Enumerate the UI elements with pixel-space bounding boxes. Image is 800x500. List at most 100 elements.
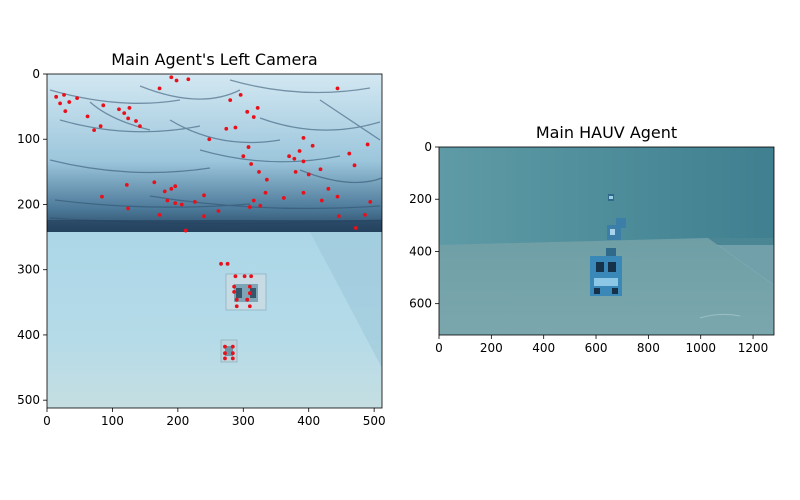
- left-axes-frame: [46, 73, 383, 409]
- feature-point: [247, 291, 252, 296]
- left-camera-image: [47, 74, 382, 408]
- feature-point: [233, 125, 238, 130]
- y-tick-label: 0: [424, 140, 432, 154]
- feature-point: [245, 297, 250, 302]
- x-tick-label: 1000: [685, 341, 716, 355]
- x-tick-label: 400: [297, 414, 320, 428]
- x-tick-label: 200: [166, 414, 189, 428]
- x-tick-label: 800: [637, 341, 660, 355]
- x-tick-label: 0: [435, 341, 443, 355]
- feature-point: [234, 297, 239, 302]
- feature-point: [232, 289, 237, 294]
- feature-point: [183, 228, 188, 233]
- feature-point: [249, 274, 254, 279]
- feature-point: [98, 124, 103, 129]
- feature-point: [293, 169, 298, 174]
- feature-point: [292, 156, 297, 161]
- left-floor-shade: [310, 232, 382, 368]
- left-feature-points: [54, 75, 373, 361]
- left-axes: Main Agent's Left Camera: [17, 50, 386, 428]
- feature-point: [281, 196, 286, 200]
- feature-point: [124, 182, 129, 187]
- feature-point: [301, 190, 306, 195]
- feature-point: [301, 136, 306, 140]
- feature-point: [152, 180, 157, 185]
- feature-point: [127, 106, 132, 110]
- feature-point: [138, 124, 142, 129]
- feature-point: [246, 145, 251, 149]
- feature-point: [186, 77, 191, 82]
- left-x-axis: 0 100 200 300 400 500: [43, 408, 386, 428]
- feature-point: [54, 94, 59, 99]
- feature-point: [233, 274, 238, 279]
- x-tick-label: 500: [363, 414, 386, 428]
- feature-point: [263, 190, 268, 195]
- feature-point: [207, 137, 212, 142]
- feature-point: [249, 162, 254, 166]
- feature-point: [297, 149, 302, 153]
- feature-point: [230, 351, 235, 356]
- x-tick-label: 400: [532, 341, 555, 355]
- feature-point: [264, 177, 269, 182]
- feature-point: [326, 186, 331, 191]
- feature-point: [157, 213, 162, 217]
- feature-point: [247, 304, 252, 309]
- y-tick-label: 500: [17, 393, 40, 407]
- x-tick-label: 100: [101, 414, 124, 428]
- feature-point: [255, 106, 260, 110]
- feature-point: [202, 193, 206, 198]
- feature-point: [134, 119, 138, 123]
- feature-point: [117, 107, 121, 112]
- feature-point: [169, 186, 174, 191]
- feature-point: [230, 344, 235, 349]
- feature-point: [347, 151, 352, 156]
- feature-point: [301, 159, 306, 164]
- left-horizon-band: [47, 220, 382, 232]
- feature-point: [85, 114, 90, 119]
- feature-point: [101, 103, 106, 108]
- feature-point: [63, 109, 68, 114]
- feature-point: [62, 92, 66, 97]
- feature-point: [335, 86, 340, 91]
- feature-point: [241, 154, 246, 159]
- right-floor-edge: [708, 238, 774, 285]
- feature-point: [257, 169, 261, 174]
- feature-point: [58, 101, 62, 106]
- feature-point: [202, 214, 206, 219]
- feature-point: [251, 198, 256, 203]
- x-tick-label: 600: [585, 341, 608, 355]
- feature-point: [192, 199, 197, 204]
- left-axes-title: Main Agent's Left Camera: [111, 50, 317, 69]
- feature-point: [335, 194, 340, 199]
- feature-point: [223, 356, 227, 361]
- y-tick-label: 100: [17, 132, 40, 146]
- feature-point: [126, 206, 131, 211]
- feature-point: [216, 209, 221, 213]
- feature-point: [318, 167, 323, 172]
- feature-point: [287, 154, 291, 159]
- left-y-axis: 0 100 200 300 400 500: [17, 67, 47, 407]
- feature-point: [165, 198, 170, 203]
- feature-point: [122, 111, 127, 116]
- right-axes-frame: [438, 146, 775, 336]
- feature-point: [92, 128, 97, 133]
- y-tick-label: 600: [409, 297, 432, 311]
- feature-point: [251, 115, 256, 119]
- y-tick-label: 400: [409, 244, 432, 258]
- right-main-vehicle: [590, 248, 622, 296]
- left-near-vehicle: [225, 273, 267, 311]
- right-y-axis: 0 200 400 600: [409, 140, 439, 311]
- y-tick-label: 200: [409, 192, 432, 206]
- feature-point: [336, 214, 341, 219]
- right-floor-scratch: [699, 313, 741, 319]
- feature-point: [126, 116, 131, 121]
- feature-point: [319, 198, 324, 203]
- feature-point: [228, 98, 233, 102]
- feature-point: [245, 109, 250, 114]
- feature-point: [225, 261, 230, 266]
- feature-point: [67, 100, 72, 104]
- feature-point: [230, 356, 235, 361]
- right-axes: Main HAUV Agent: [409, 123, 775, 355]
- feature-point: [352, 163, 357, 168]
